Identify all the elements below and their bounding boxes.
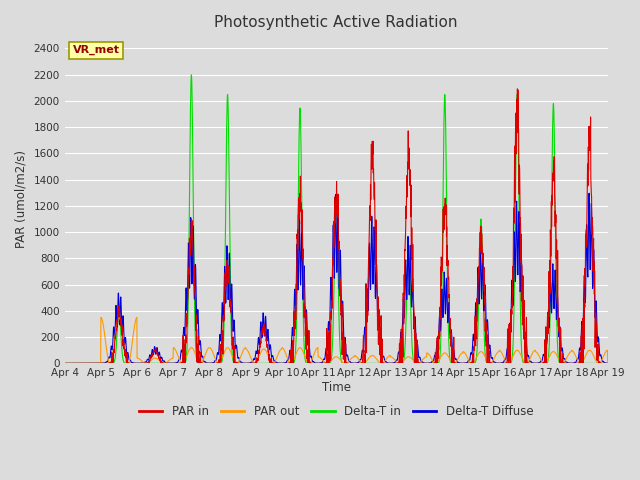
Text: VR_met: VR_met [73, 45, 120, 56]
Delta-T Diffuse [364, 292, 371, 298]
Delta-T Diffuse [571, 360, 579, 365]
PAR out [364, 357, 372, 362]
PAR out [97, 314, 105, 320]
PAR out [61, 360, 68, 366]
Delta-T in [212, 360, 220, 366]
Line: PAR out: PAR out [65, 317, 608, 363]
Delta-T in [571, 360, 579, 366]
X-axis label: Time: Time [322, 381, 351, 394]
Line: PAR in: PAR in [65, 89, 608, 363]
PAR out [556, 359, 564, 364]
Delta-T in [188, 72, 195, 78]
Delta-T Diffuse [556, 324, 563, 330]
Delta-T Diffuse [494, 360, 502, 366]
PAR out [571, 352, 579, 358]
PAR in [494, 360, 502, 366]
PAR out [352, 353, 360, 359]
Delta-T in [494, 360, 502, 366]
PAR in [212, 360, 220, 366]
PAR in [513, 86, 521, 92]
Line: Delta-T Diffuse: Delta-T Diffuse [65, 193, 608, 363]
Delta-T Diffuse [604, 360, 612, 366]
Delta-T Diffuse [352, 360, 360, 366]
Delta-T Diffuse [212, 358, 220, 363]
Line: Delta-T in: Delta-T in [65, 75, 608, 363]
Y-axis label: PAR (umol/m2/s): PAR (umol/m2/s) [15, 150, 28, 248]
Delta-T Diffuse [61, 360, 68, 366]
Delta-T in [352, 360, 360, 366]
PAR out [604, 360, 612, 366]
Delta-T in [604, 360, 612, 366]
Delta-T in [556, 360, 564, 366]
PAR in [352, 360, 360, 366]
PAR in [61, 360, 68, 366]
PAR in [571, 360, 579, 366]
PAR out [494, 349, 502, 355]
Delta-T Diffuse [585, 191, 593, 196]
Delta-T in [61, 360, 68, 366]
PAR in [604, 360, 612, 366]
PAR in [364, 296, 371, 301]
PAR in [556, 360, 564, 366]
Delta-T in [364, 360, 372, 366]
PAR out [212, 359, 220, 364]
Title: Photosynthetic Active Radiation: Photosynthetic Active Radiation [214, 15, 458, 30]
Legend: PAR in, PAR out, Delta-T in, Delta-T Diffuse: PAR in, PAR out, Delta-T in, Delta-T Dif… [134, 401, 538, 423]
